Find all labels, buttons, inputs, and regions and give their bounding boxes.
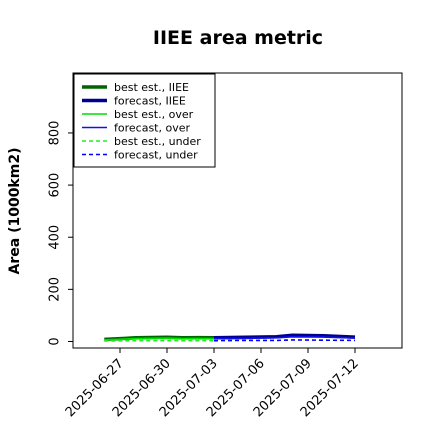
y-tick-label: 0 <box>48 337 63 345</box>
legend-label: forecast, under <box>114 149 198 162</box>
chart-title: IIEE area metric <box>153 27 323 49</box>
series-line-5 <box>214 340 355 341</box>
legend-label: best est., IIEE <box>114 81 189 94</box>
y-tick-label: 200 <box>48 277 63 302</box>
y-tick-label: 600 <box>48 173 63 198</box>
y-axis-label: Area (1000km2) <box>7 148 23 275</box>
legend-label: best est., over <box>114 108 194 121</box>
legend-label: forecast, over <box>114 122 190 135</box>
y-ticks: 0 200 400 600 800 <box>48 121 74 346</box>
x-ticks: 2025-06-272025-06-302025-07-032025-07-06… <box>63 348 362 420</box>
y-tick-label: 800 <box>48 121 63 146</box>
series-layer <box>104 335 355 341</box>
legend-label: best est., under <box>114 135 201 148</box>
y-tick-label: 400 <box>48 225 63 250</box>
legend-label: forecast, IIEE <box>114 95 186 108</box>
